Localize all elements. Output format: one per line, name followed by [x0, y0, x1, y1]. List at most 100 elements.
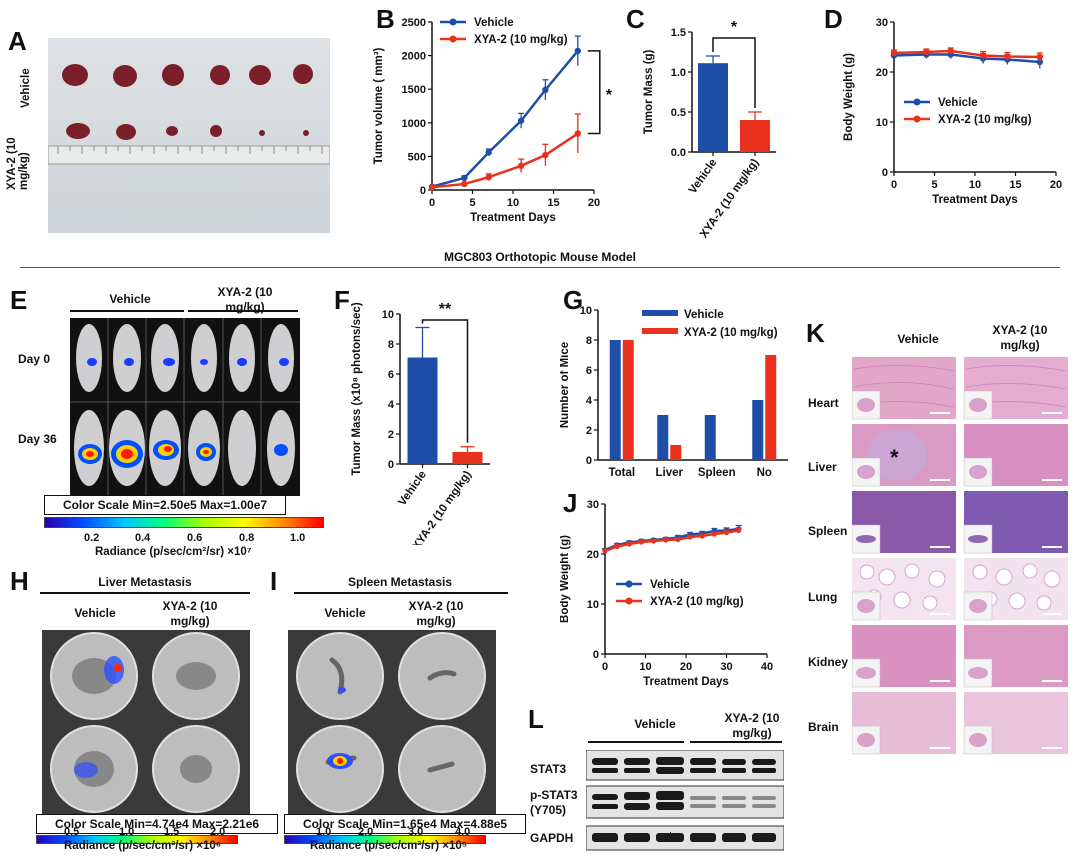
data-point — [890, 49, 898, 57]
l-col-vehicle-underline — [588, 741, 684, 743]
x-axis-title: Treatment Days — [643, 676, 729, 688]
x-tick-label: Spleen — [698, 467, 736, 479]
chart-b: 0 500 1000 1500 2000 2500 0 5 10 15 20 Treatment Da… — [373, 17, 613, 224]
e-color-scale: Color Scale Min=2.50e5 Max=1.00e7 — [44, 495, 286, 515]
x-tick-label: 30 — [720, 661, 732, 673]
y-axis-title: Number of Mice — [560, 342, 571, 428]
y-tick-label: 4 — [388, 399, 395, 411]
x-tick-label: Liver — [656, 467, 684, 479]
y-tick-label: 6 — [388, 369, 394, 381]
bar — [765, 355, 777, 460]
data-point — [485, 174, 492, 181]
x-tick-label: 10 — [507, 197, 519, 209]
y-tick-label: 2 — [586, 425, 592, 437]
y-axis-title: Tumor Mass (x10⁸ photons/sec) — [351, 302, 363, 475]
y-axis-title: Body Weight (g) — [560, 535, 571, 623]
x-axis-title: Treatment Days — [932, 194, 1018, 206]
data-point — [1004, 53, 1011, 60]
h-tick-1: 1.0 — [119, 826, 135, 838]
data-point — [723, 529, 730, 536]
y-tick-label: 10 — [876, 117, 888, 129]
panel-letter-j: J — [563, 488, 578, 518]
bar — [670, 445, 682, 460]
k-organ-heart: Heart — [808, 396, 839, 410]
data-point — [736, 527, 742, 534]
e-col-vehicle: Vehicle — [109, 292, 151, 306]
y-tick-label: 0 — [882, 167, 888, 179]
y-tick-label: 1.0 — [671, 67, 686, 79]
x-tick-label: Vehicle — [687, 157, 720, 196]
bar — [407, 357, 438, 464]
k-organ-lung: Lung — [808, 590, 838, 604]
panel-letter-h: H — [10, 566, 29, 596]
panel-letter-d: D — [824, 4, 843, 34]
e-tick-1: 0.4 — [135, 532, 151, 544]
e-tick-4: 1.0 — [290, 532, 306, 544]
data-point — [542, 86, 549, 94]
h-title: Liver Metastasis — [98, 575, 192, 589]
data-point — [979, 52, 987, 59]
l-band-pstat3: p-STAT3 (Y705) — [530, 788, 578, 817]
legend-marker — [913, 115, 921, 123]
e-tick-0: 0.2 — [84, 532, 100, 544]
legend-label: XYA-2 (10 mg/kg) — [938, 114, 1032, 126]
legend-marker — [449, 18, 457, 26]
legend-marker — [625, 580, 633, 588]
data-point — [711, 531, 717, 537]
legend-label: Vehicle — [650, 579, 690, 591]
bar — [609, 340, 621, 460]
data-point — [923, 48, 930, 56]
e-col-xya2-underline — [188, 310, 298, 312]
e-col-vehicle-underline — [70, 310, 184, 312]
svg-text:*: * — [890, 445, 899, 470]
legend-swatch — [642, 310, 678, 316]
i-col-vehicle: Vehicle — [324, 606, 366, 620]
l-col-xya2-underline — [690, 741, 782, 743]
bar — [622, 340, 634, 460]
significance-label: ** — [439, 301, 452, 318]
tumor-photo — [48, 38, 330, 233]
l-band-gapdh: GAPDH — [530, 831, 574, 845]
y-tick-label: 4 — [586, 395, 593, 407]
h-col-vehicle: Vehicle — [74, 606, 116, 620]
i-dish-images — [288, 630, 496, 815]
e-colorbar — [44, 517, 324, 528]
significance-label: * — [606, 87, 613, 104]
y-tick-label: 10 — [580, 305, 592, 317]
i-colorbar — [284, 835, 486, 844]
data-point — [651, 538, 657, 544]
y-tick-label: 2 — [388, 429, 394, 441]
i-colorbar-title: Radiance (p/sec/cm²/sr) ×10⁵ — [310, 840, 468, 852]
legend-marker — [625, 597, 633, 605]
l-col-xya2: XYA-2 (10 mg/kg) — [724, 711, 780, 740]
significance-label: * — [731, 19, 738, 36]
legend-label: Vehicle — [684, 309, 724, 321]
y-tick-label: 1000 — [402, 118, 426, 130]
panel-letter-i: I — [270, 566, 278, 596]
x-tick-label: 40 — [761, 661, 773, 673]
x-tick-label: 20 — [680, 661, 692, 673]
e-row-day0: Day 0 — [18, 352, 51, 366]
y-tick-label: 30 — [876, 17, 888, 29]
x-tick-label: Total — [608, 467, 635, 479]
e-tick-2: 0.6 — [187, 532, 203, 544]
y-tick-label: 8 — [388, 339, 394, 351]
h-dish-images — [42, 630, 250, 815]
legend-label: XYA-2 (10 mg/kg) — [684, 327, 778, 339]
data-point — [461, 180, 468, 188]
data-point — [574, 130, 581, 137]
x-tick-label: 20 — [1050, 179, 1062, 191]
y-tick-label: 20 — [876, 67, 888, 79]
h-tick-0: 0.5 — [64, 826, 80, 838]
h-tick-2: 1.5 — [164, 826, 180, 838]
a-row-label-vehicle: Vehicle — [20, 68, 32, 108]
i-tick-0: 1.0 — [316, 826, 332, 838]
data-point — [687, 534, 693, 540]
data-point — [1036, 58, 1043, 66]
x-tick-label: 0 — [429, 197, 435, 209]
h-tick-3: 2.0 — [210, 826, 226, 838]
data-point — [485, 149, 492, 156]
y-tick-label: 0 — [593, 649, 599, 661]
e-row-day36: Day 36 — [18, 432, 57, 446]
